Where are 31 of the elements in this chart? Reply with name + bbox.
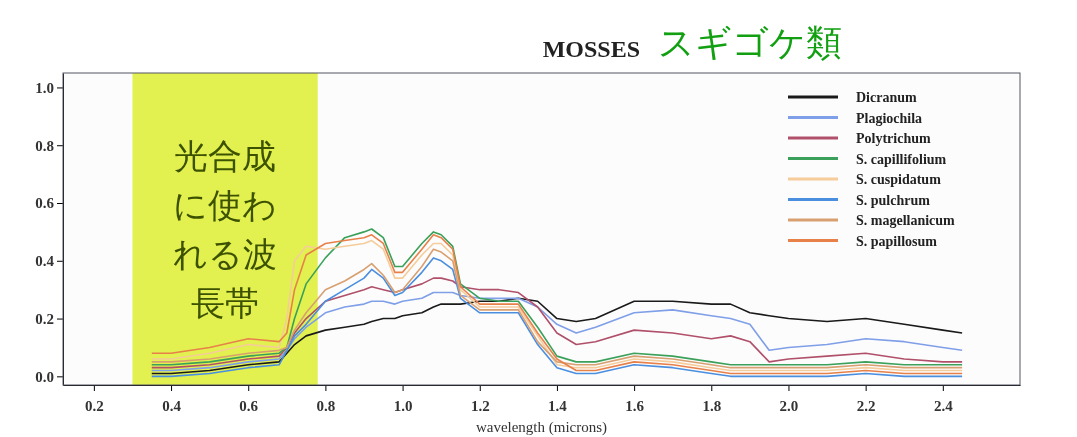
- legend-label: S. cuspidatum: [856, 172, 942, 187]
- legend-label: S. magellanicum: [856, 213, 956, 228]
- x-tick-label: 2.2: [856, 397, 876, 414]
- x-tick-label: 1.6: [625, 397, 645, 414]
- x-axis-title: wavelength (microns): [475, 419, 608, 436]
- y-tick-label: 0.4: [35, 253, 55, 270]
- y-tick-label: 0.8: [35, 137, 54, 154]
- x-tick-label: 1.0: [393, 397, 413, 414]
- x-tick-label: 2.0: [779, 397, 799, 414]
- x-tick-label: 0.8: [316, 397, 336, 414]
- x-tick-label: 1.8: [702, 397, 722, 414]
- legend-label: Dicranum: [856, 90, 917, 105]
- y-tick-label: 0.2: [35, 310, 54, 327]
- x-tick-label: 0.2: [85, 397, 104, 414]
- legend-label: S. pulchrum: [856, 192, 931, 208]
- x-tick-label: 2.4: [933, 397, 954, 414]
- band-label: 光合成に使われる波長帯: [173, 136, 278, 323]
- y-tick-label: 0.6: [35, 195, 55, 212]
- legend-label: Polytrichum: [856, 131, 931, 146]
- line-series: [150, 277, 963, 369]
- legend-label: S. papillosum: [856, 233, 938, 249]
- legend-label: Plagiochila: [856, 110, 923, 126]
- x-tick-label: 0.4: [162, 397, 182, 414]
- chart-title: MOSSES: [542, 36, 640, 62]
- legend-label: S. capillifolium: [856, 151, 947, 167]
- chart-subtitle: スギゴケ類: [658, 22, 842, 63]
- x-tick-label: 1.4: [548, 397, 568, 414]
- y-tick-label: 0.0: [35, 368, 54, 385]
- x-tick-label: 0.6: [239, 397, 259, 414]
- y-tick-label: 1.0: [35, 79, 54, 96]
- x-tick-label: 1.2: [470, 397, 490, 414]
